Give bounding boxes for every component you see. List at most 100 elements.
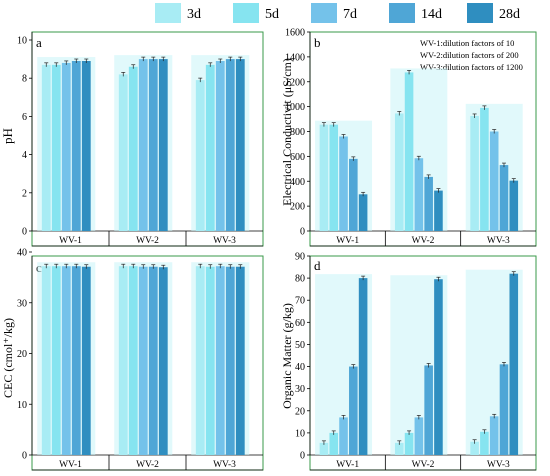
- bar-28d-WV-3: [509, 180, 519, 231]
- bar-28d-WV-3: [235, 59, 245, 231]
- y-axis-label-cec: CEC (cmol⁺/kg): [1, 318, 15, 398]
- bar-7d-WV-2: [414, 158, 424, 231]
- panel-label-a: a: [36, 35, 42, 50]
- bar-5d-WV-2: [404, 432, 414, 455]
- bar-5d-WV-1: [51, 64, 61, 231]
- y-tick-label: 70: [295, 296, 305, 307]
- bar-14d-WV-2: [148, 266, 158, 455]
- panel-a-ph-chart: a pH 0 2 4 6 8 10 WV-1 WV-2 WV-3: [0, 31, 264, 247]
- y-tick-label: 80: [295, 274, 305, 285]
- category-label: WV-2: [412, 236, 435, 246]
- y-tick-label: 90: [295, 252, 305, 263]
- y-tick-label: 50: [295, 340, 305, 351]
- bar-7d-WV-3: [489, 131, 499, 231]
- bar-5d-WV-3: [480, 431, 489, 455]
- bar-14d-WV-3: [499, 364, 509, 455]
- category-label: WV-3: [487, 236, 510, 246]
- y-tick-label: 0: [300, 451, 305, 462]
- y-axis-label-organic-matter: Organic Matter (g/kg): [280, 303, 294, 409]
- bar-28d-WV-1: [81, 61, 91, 232]
- bar-3d-WV-1: [319, 442, 329, 455]
- bar-3d-WV-1: [41, 266, 51, 455]
- legend-label-3d: 3d: [187, 7, 201, 22]
- bar-3d-WV-3: [470, 441, 479, 455]
- y-tick-label: 200: [290, 202, 305, 213]
- legend-label-14d: 14d: [421, 7, 442, 22]
- y-axis-label-ph: pH: [0, 128, 15, 144]
- bar-7d-WV-3: [215, 266, 225, 455]
- panel-label-b: b: [314, 35, 321, 50]
- bar-28d-WV-1: [81, 266, 91, 455]
- bar-7d-WV-1: [61, 266, 71, 455]
- bar-28d-WV-1: [358, 278, 368, 455]
- y-tick-label: 10: [17, 36, 27, 47]
- category-label: WV-3: [213, 236, 236, 246]
- bar-28d-WV-2: [434, 190, 443, 231]
- y-tick-label: 40: [17, 248, 27, 259]
- bar-28d-WV-2: [158, 267, 168, 455]
- bar-5d-WV-2: [128, 266, 138, 455]
- category-label: WV-3: [487, 460, 510, 470]
- plot-area: 0 2 4 6 8 10 WV-1 WV-2 WV-3: [17, 31, 264, 247]
- bar-7d-WV-1: [339, 417, 348, 455]
- bar-3d-WV-3: [470, 115, 479, 231]
- y-tick-label: 60: [295, 318, 305, 329]
- category-label: WV-1: [336, 460, 359, 470]
- category-label: WV-1: [336, 236, 359, 246]
- y-tick-label: 4: [22, 150, 27, 161]
- y-tick-label: 0: [22, 451, 27, 462]
- bar-3d-WV-2: [118, 266, 128, 455]
- category-label: WV-2: [136, 236, 159, 246]
- bar-5d-WV-3: [205, 64, 215, 231]
- bar-3d-WV-1: [41, 64, 51, 231]
- bar-28d-WV-3: [235, 266, 245, 455]
- bar-5d-WV-1: [51, 266, 61, 455]
- bar-14d-WV-2: [424, 365, 433, 455]
- y-tick-label: 1600: [285, 28, 305, 39]
- bar-5d-WV-1: [329, 432, 339, 455]
- bar-5d-WV-2: [128, 66, 138, 232]
- bar-5d-WV-3: [480, 107, 489, 231]
- bar-14d-WV-1: [71, 61, 81, 232]
- category-label: WV-1: [59, 460, 82, 470]
- bar-7d-WV-1: [61, 62, 71, 231]
- annotation-wv3: WV-3:dilution factors of 1200: [420, 62, 523, 72]
- y-tick-label: 10: [17, 400, 27, 411]
- y-tick-label: 1000: [285, 102, 305, 113]
- bar-3d-WV-2: [394, 442, 404, 455]
- category-label: WV-2: [136, 460, 159, 470]
- plot-area: 0 200 400 600 800 1000 1200 1400 1600 WV-1 WV-2 WV-…: [285, 28, 537, 247]
- y-tick-label: 20: [17, 349, 27, 360]
- bar-28d-WV-3: [509, 273, 519, 455]
- category-label: WV-1: [59, 236, 82, 246]
- bar-7d-WV-2: [138, 266, 148, 455]
- bar-3d-WV-2: [118, 74, 128, 231]
- bar-3d-WV-1: [319, 124, 329, 231]
- bar-7d-WV-2: [414, 417, 424, 455]
- panel-b-conductivity-chart: b Electrical Conductivit (μS/cm) WV-1:di…: [280, 28, 537, 247]
- category-label: WV-3: [213, 460, 236, 470]
- legend-label-7d: 7d: [343, 7, 357, 22]
- y-tick-label: 20: [295, 406, 305, 417]
- category-label: WV-2: [412, 460, 435, 470]
- bar-3d-WV-3: [195, 80, 205, 231]
- bar-7d-WV-1: [339, 136, 348, 231]
- y-tick-label: 0: [300, 227, 305, 238]
- y-tick-label: 10: [295, 428, 305, 439]
- y-tick-label: 8: [22, 74, 27, 85]
- y-tick-label: 0: [22, 227, 27, 238]
- bar-28d-WV-2: [434, 279, 443, 455]
- legend-swatch-14d: [389, 3, 415, 23]
- legend-swatch-3d: [155, 3, 181, 23]
- bar-14d-WV-1: [349, 366, 358, 455]
- y-tick-label: 800: [290, 127, 305, 138]
- bar-28d-WV-2: [158, 59, 168, 231]
- y-tick-label: 2: [22, 188, 27, 199]
- bar-7d-WV-2: [138, 59, 148, 231]
- bar-5d-WV-2: [404, 72, 414, 231]
- y-tick-label: 30: [17, 298, 27, 309]
- bar-3d-WV-3: [195, 266, 205, 455]
- y-axis-label-conductivity: Electrical Conductivit (μS/cm): [280, 58, 294, 206]
- y-tick-label: 400: [290, 177, 305, 188]
